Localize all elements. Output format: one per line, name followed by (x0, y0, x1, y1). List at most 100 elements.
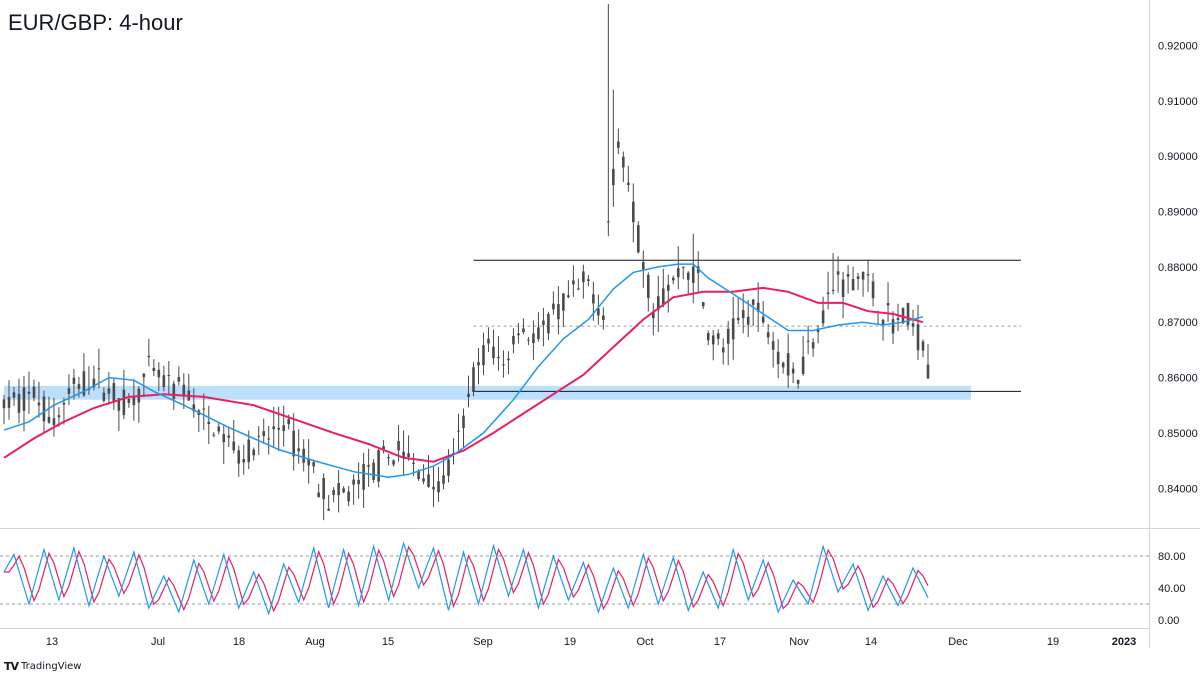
candle-body (731, 318, 735, 340)
candle-body (831, 289, 835, 291)
candle-body (352, 479, 355, 485)
candle-body (192, 404, 196, 412)
candle-body (342, 488, 345, 493)
candle-body (157, 369, 161, 378)
oscillator-tick-label: 40.00 (1158, 583, 1186, 595)
candle-body (921, 341, 925, 351)
candle-body (2, 399, 6, 409)
candle-body (292, 430, 295, 457)
candle-body (781, 362, 785, 368)
candle-body (821, 310, 825, 324)
candle-body (102, 392, 106, 401)
candle-body (407, 453, 410, 457)
candle-body (691, 266, 695, 283)
candle-body (7, 396, 11, 408)
candle-body (242, 459, 246, 463)
candle-body (637, 225, 640, 253)
candle-body (651, 312, 655, 319)
candle-body (52, 418, 56, 426)
candle-body (392, 460, 395, 465)
candle-body (462, 415, 465, 429)
candle-body (457, 430, 460, 432)
time-axis-labels: 13 Jul 18 Aug 15 Sep 19 Oct 17 Nov 14 Dec 19 2023 (46, 636, 1136, 648)
candle-body (62, 402, 66, 405)
candle-body (656, 296, 660, 310)
time-tick-label: Dec (948, 636, 968, 648)
candle-body (222, 434, 226, 443)
candle-body (537, 327, 540, 340)
candle-body (517, 333, 520, 336)
price-tick-label: 0.88000 (1158, 262, 1198, 274)
candle-body (82, 371, 86, 396)
candle-body (422, 478, 425, 482)
support-zone (4, 385, 971, 400)
candle-body (786, 353, 790, 376)
candle-body (302, 448, 305, 463)
candle-body (257, 435, 261, 437)
candle-body (152, 367, 156, 371)
candle-body (217, 426, 221, 432)
candle-body (647, 274, 650, 298)
candle-body (906, 302, 910, 326)
candle-body (307, 458, 310, 466)
candle-body (127, 398, 131, 403)
candle-body (861, 271, 865, 280)
candle-body (337, 483, 340, 496)
candle-body (512, 335, 515, 345)
candle-body (547, 314, 550, 334)
candle-body (357, 479, 360, 485)
candle-body (532, 333, 535, 344)
candle-body (686, 272, 690, 280)
candle-body (332, 489, 335, 496)
candle-body (482, 345, 485, 366)
candle-body (542, 320, 545, 325)
candle-body (382, 446, 385, 450)
time-tick-label: 13 (46, 636, 58, 648)
support-zone-layer (4, 385, 971, 400)
candle-body (901, 307, 905, 324)
candle-body (212, 434, 216, 436)
candle-body (417, 470, 420, 480)
candle-body (397, 440, 400, 451)
candle-body (666, 284, 670, 291)
candle-body (552, 303, 555, 310)
candle-body (182, 384, 186, 397)
candle-body (247, 439, 251, 463)
candle-body (122, 389, 126, 415)
candles-layer (2, 4, 930, 521)
moving-averages-layer (3, 263, 924, 478)
candle-body (317, 492, 320, 498)
candle-body (562, 293, 565, 311)
candle-body (592, 294, 595, 304)
chart-title: EUR/GBP: 4-hour (8, 10, 183, 35)
candle-body (916, 324, 920, 351)
price-tick-label: 0.86000 (1158, 373, 1198, 385)
candle-body (237, 450, 241, 464)
candle-body (706, 333, 710, 341)
candle-body (627, 182, 630, 186)
candle-body (871, 281, 875, 299)
candle-body (287, 419, 290, 425)
price-axis-labels: 0.92000 0.91000 0.90000 0.89000 0.88000 0.870… (1158, 41, 1198, 496)
time-tick-label: 19 (564, 636, 576, 648)
candle-body (522, 328, 525, 333)
candle-body (322, 478, 325, 500)
candle-body (427, 474, 430, 487)
candle-body (377, 450, 380, 482)
candle-body (167, 375, 171, 377)
candle-body (896, 318, 900, 321)
price-tick-label: 0.91000 (1158, 96, 1198, 108)
candle-body (437, 481, 440, 493)
candle-body (272, 426, 276, 430)
time-tick-label: Oct (636, 636, 653, 648)
candle-body (92, 378, 96, 388)
candle-body (642, 262, 645, 270)
candle-body (347, 491, 350, 502)
candle-body (761, 316, 765, 323)
candle-body (277, 427, 281, 430)
candle-body (402, 451, 405, 459)
candle-body (447, 459, 450, 476)
oscillator-tick-label: 80.00 (1158, 551, 1186, 563)
candle-body (582, 271, 585, 283)
